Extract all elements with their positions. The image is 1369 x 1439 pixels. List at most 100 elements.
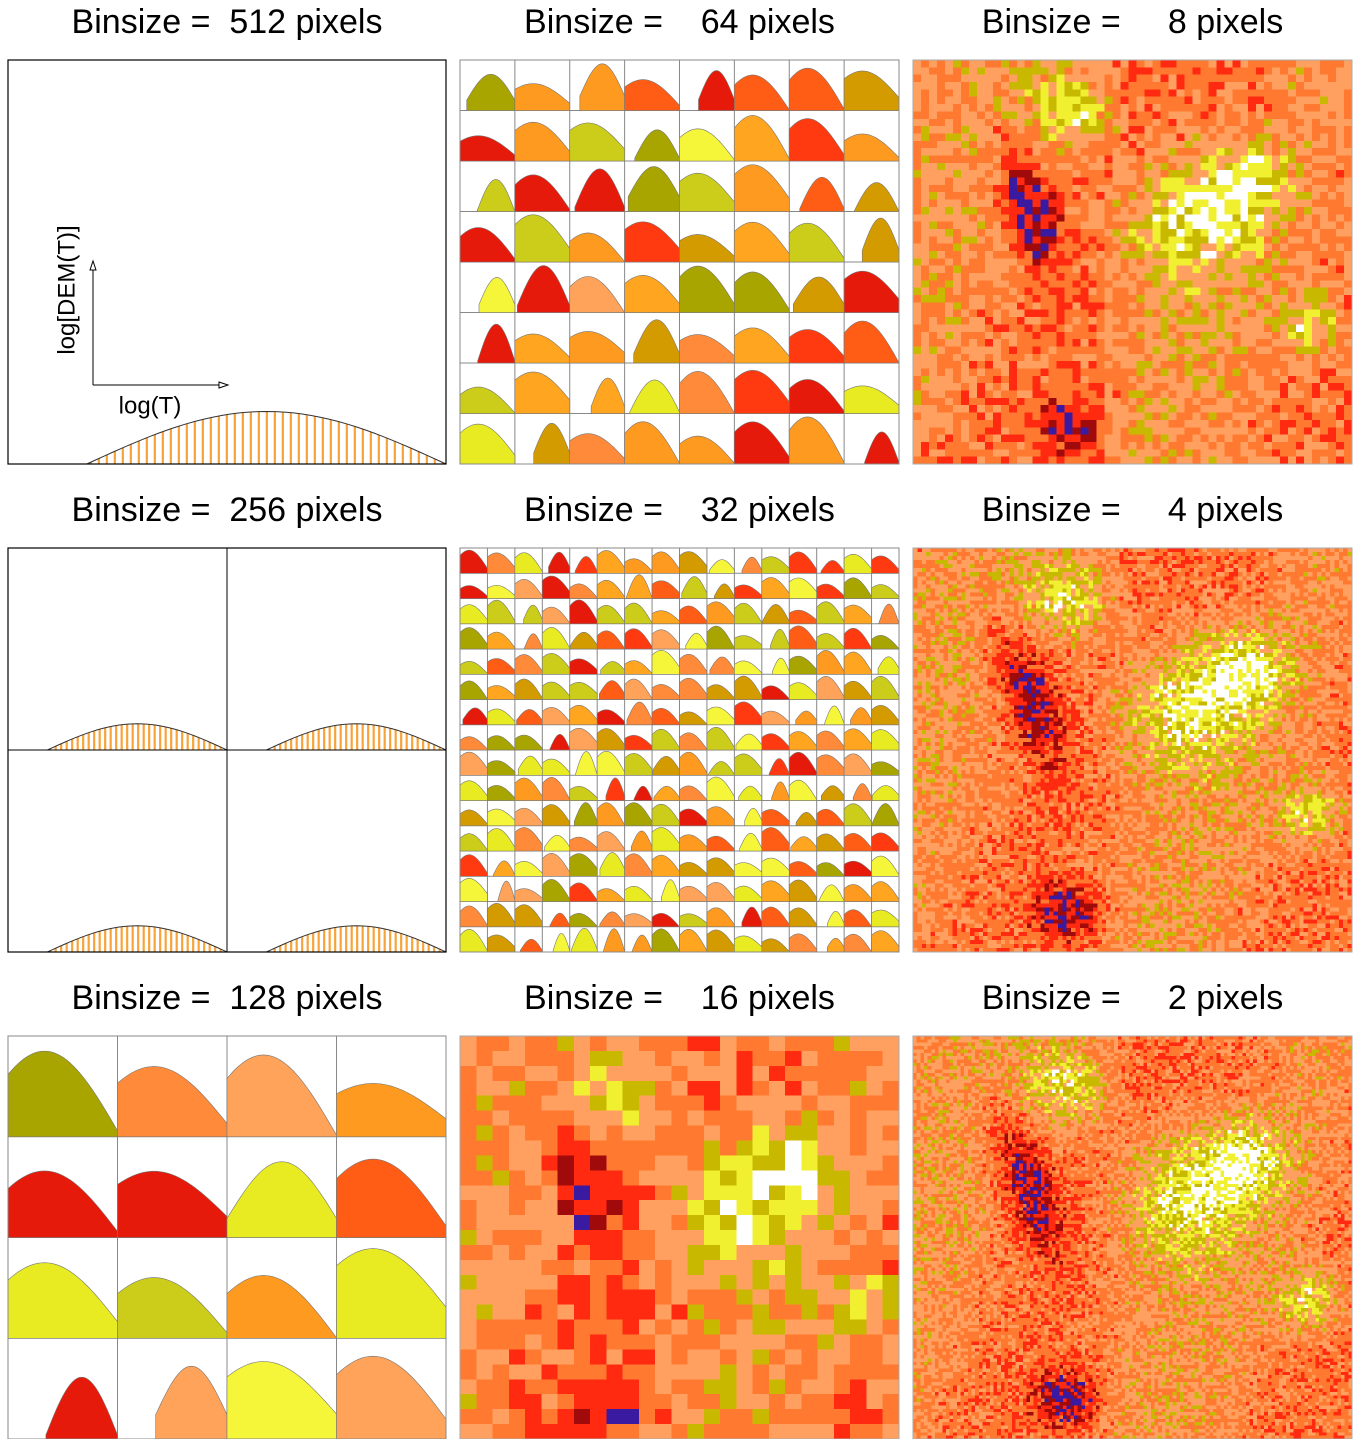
dem-pixel: [1216, 192, 1224, 200]
dem-pixel: [1041, 126, 1049, 134]
dem-pixel: [929, 214, 937, 222]
dem-pixel: [993, 266, 1001, 274]
dem-pixel: [1121, 141, 1129, 149]
dem-pixel: [961, 236, 969, 244]
dem-pixel: [985, 273, 993, 281]
dem-pixel: [1224, 89, 1232, 97]
dem-pixel: [1041, 155, 1049, 163]
dem-pixel: [1097, 67, 1105, 75]
dem-pixel: [1288, 75, 1296, 83]
dem-pixel: [1001, 214, 1009, 222]
dem-pixel: [945, 126, 953, 134]
dem-pixel: [1232, 89, 1240, 97]
dem-pixel: [1240, 97, 1248, 105]
dem-pixel: [913, 273, 921, 281]
dem-pixel: [1144, 141, 1152, 149]
dem-pixel: [1320, 288, 1328, 296]
dem-pixel: [1320, 207, 1328, 215]
dem-pixel: [1144, 119, 1152, 127]
dem-pixel: [1160, 75, 1168, 83]
dem-pixel: [1272, 207, 1280, 215]
dem-hump: [460, 424, 515, 464]
dem-pixel: [1025, 178, 1033, 186]
dem-pixel: [1097, 126, 1105, 134]
dem-pixel: [1001, 178, 1009, 186]
dem-pixel: [1312, 97, 1320, 105]
dem-pixel: [913, 111, 921, 119]
dem-pixel: [1017, 185, 1025, 193]
dem-pixel: [1001, 170, 1009, 178]
dem-pixel: [1049, 141, 1057, 149]
dem-pixel: [1065, 280, 1073, 288]
dem-pixel: [961, 200, 969, 208]
dem-pixel: [1336, 89, 1344, 97]
dem-pixel: [1057, 214, 1065, 222]
dem-pixel: [1041, 251, 1049, 259]
dem-pixel: [1152, 229, 1160, 237]
dem-pixel: [1224, 155, 1232, 163]
dem-pixel: [1304, 266, 1312, 274]
dem-pixel: [1224, 280, 1232, 288]
dem-pixel: [1184, 258, 1192, 266]
dem-pixel: [1232, 60, 1240, 68]
dem-pixel: [1264, 163, 1272, 171]
dem-pixel: [1144, 288, 1152, 296]
dem-pixel: [1296, 60, 1304, 68]
dem-pixel: [1304, 148, 1312, 156]
dem-pixel: [1065, 126, 1073, 134]
dem-pixel: [1232, 266, 1240, 274]
dem-pixel: [1312, 119, 1320, 127]
dem-pixel: [1296, 104, 1304, 112]
dem-pixel: [1176, 222, 1184, 230]
dem-pixel: [945, 170, 953, 178]
dem-pixel: [1081, 207, 1089, 215]
dem-pixel: [1256, 214, 1264, 222]
dem-pixel: [969, 104, 977, 112]
dem-hump: [844, 134, 899, 161]
dem-pixel: [1160, 89, 1168, 97]
dem-pixel: [1152, 97, 1160, 105]
dem-pixel: [1160, 251, 1168, 259]
dem-pixel: [1192, 192, 1200, 200]
dem-pixel: [1121, 222, 1129, 230]
dem-pixel: [993, 288, 1001, 296]
dem-pixel: [1121, 185, 1129, 193]
dem-pixel: [1288, 273, 1296, 281]
dem-pixel: [1009, 222, 1017, 230]
dem-pixel: [985, 280, 993, 288]
dem-pixel: [1097, 163, 1105, 171]
dem-pixel: [1025, 236, 1033, 244]
dem-hump: [734, 165, 789, 212]
dem-pixel: [1129, 185, 1137, 193]
dem-pixel: [1288, 126, 1296, 134]
dem-pixel: [1192, 119, 1200, 127]
dem-pixel: [1136, 200, 1144, 208]
dem-pixel: [1136, 229, 1144, 237]
dem-pixel: [1336, 75, 1344, 83]
dem-pixel: [1240, 207, 1248, 215]
dem-pixel: [1288, 244, 1296, 252]
dem-pixel: [937, 111, 945, 119]
dem-pixel: [921, 82, 929, 90]
dem-pixel: [969, 273, 977, 281]
dem-pixel: [929, 266, 937, 274]
dem-hump: [515, 122, 570, 161]
dem-pixel: [953, 89, 961, 97]
dem-pixel: [1152, 148, 1160, 156]
dem-pixel: [1320, 119, 1328, 127]
dem-pixel: [1304, 82, 1312, 90]
dem-pixel: [1152, 244, 1160, 252]
dem-pixel: [1168, 251, 1176, 259]
dem-pixel: [1280, 214, 1288, 222]
dem-pixel: [1296, 273, 1304, 281]
dem-pixel: [1296, 119, 1304, 127]
dem-pixel: [1017, 266, 1025, 274]
dem-pixel: [1105, 185, 1113, 193]
dem-pixel: [985, 185, 993, 193]
dem-pixel: [961, 170, 969, 178]
dem-pixel: [1296, 67, 1304, 75]
dem-pixel: [1312, 75, 1320, 83]
dem-pixel: [1105, 229, 1113, 237]
dem-pixel: [1025, 133, 1033, 141]
dem-pixel: [1001, 89, 1009, 97]
